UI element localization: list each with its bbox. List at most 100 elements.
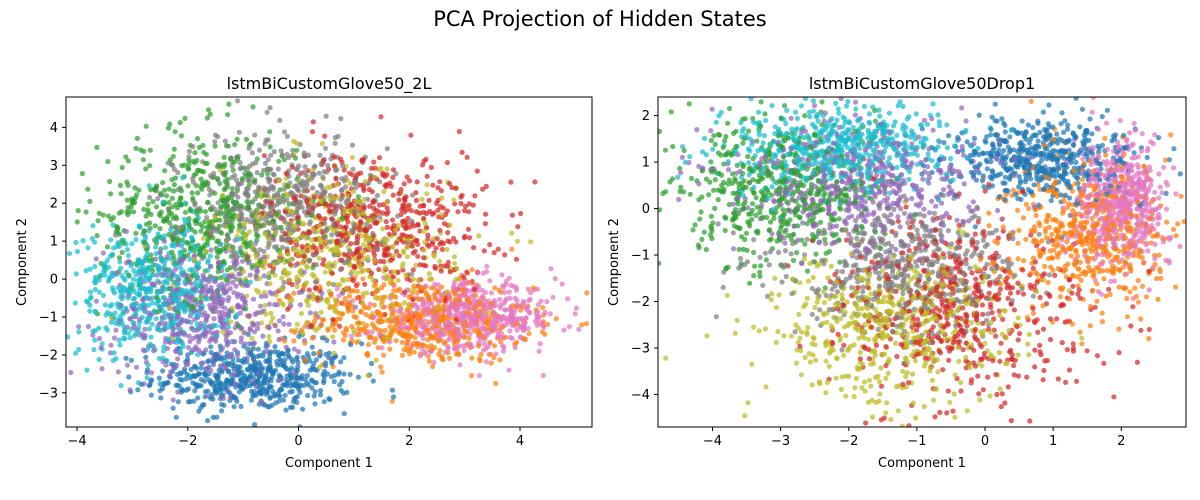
scatter-point xyxy=(192,150,198,156)
scatter-point xyxy=(414,179,420,185)
scatter-point xyxy=(172,129,178,135)
scatter-point xyxy=(302,357,308,363)
scatter-point xyxy=(583,321,590,327)
scatter-point xyxy=(214,383,220,389)
scatter-point xyxy=(511,310,517,316)
scatter-point xyxy=(428,349,434,355)
scatter-point xyxy=(476,233,482,239)
scatter-point xyxy=(277,356,283,362)
scatter-point xyxy=(449,185,455,191)
scatter-point xyxy=(205,199,211,206)
scatter-point xyxy=(238,181,244,187)
scatter-point xyxy=(323,113,329,119)
scatter-point xyxy=(136,291,143,297)
scatter-point xyxy=(296,333,302,340)
scatter-point xyxy=(415,344,421,350)
scatter-point xyxy=(204,214,210,221)
scatter-point xyxy=(200,360,206,366)
scatter-point xyxy=(160,180,166,186)
scatter-point xyxy=(169,242,175,249)
scatter-point xyxy=(198,306,204,312)
scatter-point xyxy=(462,203,469,209)
scatter-point xyxy=(185,361,191,367)
scatter-point xyxy=(548,266,554,272)
scatter-point xyxy=(431,253,437,259)
scatter-point xyxy=(220,314,226,320)
scatter-point xyxy=(156,355,162,362)
scatter-point xyxy=(225,361,232,368)
scatter-point xyxy=(425,353,431,359)
scatter-point xyxy=(451,334,457,340)
scatter-point xyxy=(420,335,426,342)
scatter-point xyxy=(214,329,220,335)
scatter-point xyxy=(482,221,488,227)
scatter-point xyxy=(469,373,475,379)
scatter-point xyxy=(123,154,129,160)
scatter-point xyxy=(326,280,332,286)
scatter-point xyxy=(354,339,360,345)
scatter-point xyxy=(360,242,367,248)
scatter-point xyxy=(295,206,301,212)
scatter-point xyxy=(100,292,106,298)
scatter-point xyxy=(170,405,176,411)
scatter-point xyxy=(503,334,509,340)
scatter-point xyxy=(393,248,400,254)
scatter-point xyxy=(435,317,441,324)
scatter-point xyxy=(92,308,98,314)
scatter-point xyxy=(197,251,204,257)
scatter-point xyxy=(267,364,273,370)
scatter-point xyxy=(429,211,435,217)
scatter-point xyxy=(498,338,504,345)
scatter-point xyxy=(269,269,276,275)
scatter-point xyxy=(370,230,376,236)
scatter-point xyxy=(429,300,435,307)
scatter-point xyxy=(134,192,140,198)
scatter-point xyxy=(333,175,339,181)
scatter-point xyxy=(394,213,401,219)
scatter-point xyxy=(168,361,174,367)
scatter-point xyxy=(982,340,988,347)
scatter-point xyxy=(387,346,393,352)
scatter-point xyxy=(327,239,333,245)
scatter-point xyxy=(235,368,241,374)
scatter-point xyxy=(355,212,361,218)
scatter-point xyxy=(198,365,204,371)
scatter-point xyxy=(263,293,269,299)
scatter-point xyxy=(305,152,311,158)
scatter-point xyxy=(265,157,271,163)
scatter-point xyxy=(518,210,524,217)
scatter-point xyxy=(417,284,423,290)
scatter-point xyxy=(174,298,180,304)
scatter-point xyxy=(321,257,327,263)
scatter-point xyxy=(225,368,231,375)
scatter-point xyxy=(421,255,427,261)
scatter-point xyxy=(300,249,307,255)
scatter-point xyxy=(327,303,333,309)
scatter-point xyxy=(174,274,180,280)
scatter-point xyxy=(252,209,258,215)
scatter-point xyxy=(293,378,299,384)
scatter-point xyxy=(178,270,184,276)
scatter-point xyxy=(149,321,155,327)
scatter-point xyxy=(373,357,379,363)
scatter-point xyxy=(125,158,131,164)
scatter-point xyxy=(87,198,93,204)
scatter-point xyxy=(205,418,211,424)
scatter-point xyxy=(455,300,461,307)
scatter-point xyxy=(218,248,224,254)
scatter-point xyxy=(310,185,316,191)
scatter-point xyxy=(243,282,249,288)
scatter-point xyxy=(348,241,354,247)
scatter-point xyxy=(353,185,359,191)
scatter-point xyxy=(138,280,144,286)
scatter-point xyxy=(188,245,194,251)
scatter-point xyxy=(188,281,195,287)
scatter-point xyxy=(467,331,473,337)
scatter-point xyxy=(90,223,96,229)
scatter-point xyxy=(354,233,360,239)
scatter-point xyxy=(249,335,255,341)
scatter-point xyxy=(252,247,258,253)
scatter-point xyxy=(365,267,371,273)
scatter-points xyxy=(66,98,590,427)
scatter-point xyxy=(354,270,360,276)
